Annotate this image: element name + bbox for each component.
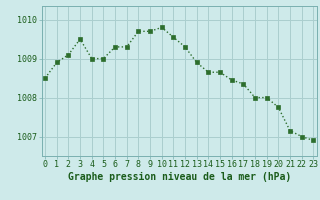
X-axis label: Graphe pression niveau de la mer (hPa): Graphe pression niveau de la mer (hPa) xyxy=(68,172,291,182)
